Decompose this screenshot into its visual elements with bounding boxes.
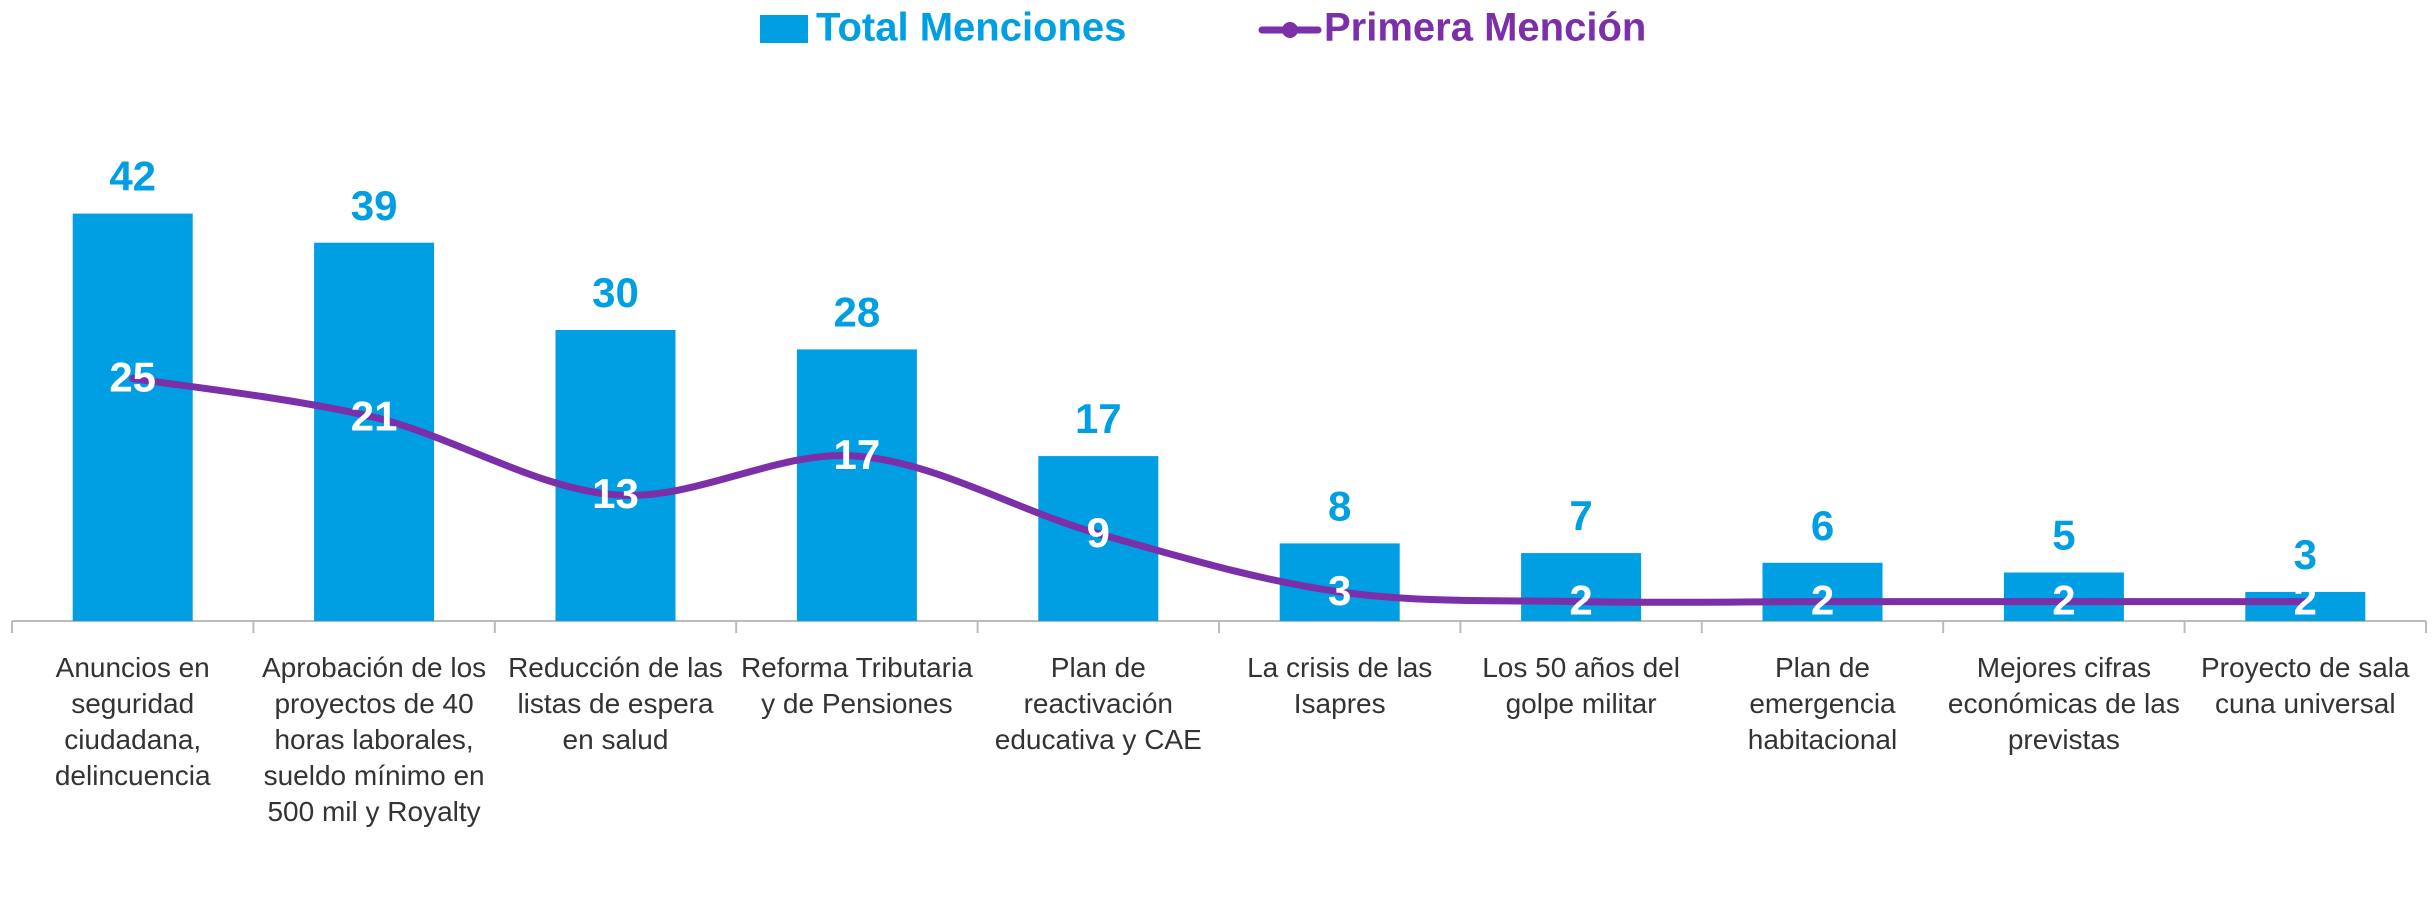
- x-tick-label: Reforma Tributaria y de Pensiones: [740, 652, 973, 719]
- bar: [72, 213, 193, 621]
- x-tick-label: Proyecto de sala cuna universal: [2201, 652, 2410, 719]
- bar-value-label: 17: [1075, 395, 1122, 442]
- bar-value-label: 39: [351, 182, 398, 229]
- line: [129, 375, 2309, 606]
- x-tick-label: Aprobación de los proyectos de 40 horas …: [262, 652, 487, 827]
- bar: [1762, 562, 1883, 621]
- line-value-label: 9: [1087, 509, 1110, 556]
- line-value-label: 2: [2052, 577, 2075, 624]
- line-value-label: 25: [109, 354, 156, 401]
- bar: [555, 330, 676, 621]
- bar-value-label: 3: [2294, 531, 2317, 578]
- x-tick-label: Plan de reactivación educativa y CAE: [994, 652, 1202, 755]
- bar-value-label: 6: [1811, 502, 1834, 549]
- bar: [1521, 553, 1642, 621]
- bar-value-label: 5: [2052, 512, 2075, 559]
- x-tick-label: Plan de emergencia habitacional: [1747, 652, 1898, 755]
- legend-swatch: [1282, 22, 1298, 38]
- bar: [796, 349, 917, 621]
- bar-value-label: 8: [1328, 482, 1351, 529]
- legend-label: Primera Mención: [1324, 6, 1646, 50]
- line-value-label: 2: [1569, 577, 1592, 624]
- x-tick-label: Los 50 años del golpe militar: [1482, 652, 1680, 719]
- x-tick-label: Mejores cifras económicas de las previst…: [1947, 652, 2180, 755]
- bar-value-label: 30: [592, 269, 639, 316]
- legend-swatch: [760, 15, 808, 43]
- bar-value-label: 7: [1569, 492, 1592, 539]
- line-value-label: 13: [592, 470, 639, 517]
- line-value-label: 17: [834, 431, 881, 478]
- x-tick-label: Anuncios en seguridad ciudadana, delincu…: [54, 652, 211, 791]
- x-tick-label: La crisis de las Isapres: [1247, 652, 1433, 719]
- line-value-label: 2: [1811, 577, 1834, 624]
- bar: [2003, 572, 2124, 621]
- legend-label: Total Menciones: [816, 6, 1126, 50]
- line-value-label: 3: [1328, 567, 1351, 614]
- bar: [2245, 591, 2366, 621]
- bar-value-label: 42: [109, 153, 156, 200]
- bar-value-label: 28: [834, 288, 881, 335]
- line-value-label: 2: [2294, 577, 2317, 624]
- line-value-label: 21: [351, 392, 398, 439]
- x-tick-label: Reducción de las listas de espera en sal…: [508, 652, 723, 755]
- bar: [1038, 456, 1159, 621]
